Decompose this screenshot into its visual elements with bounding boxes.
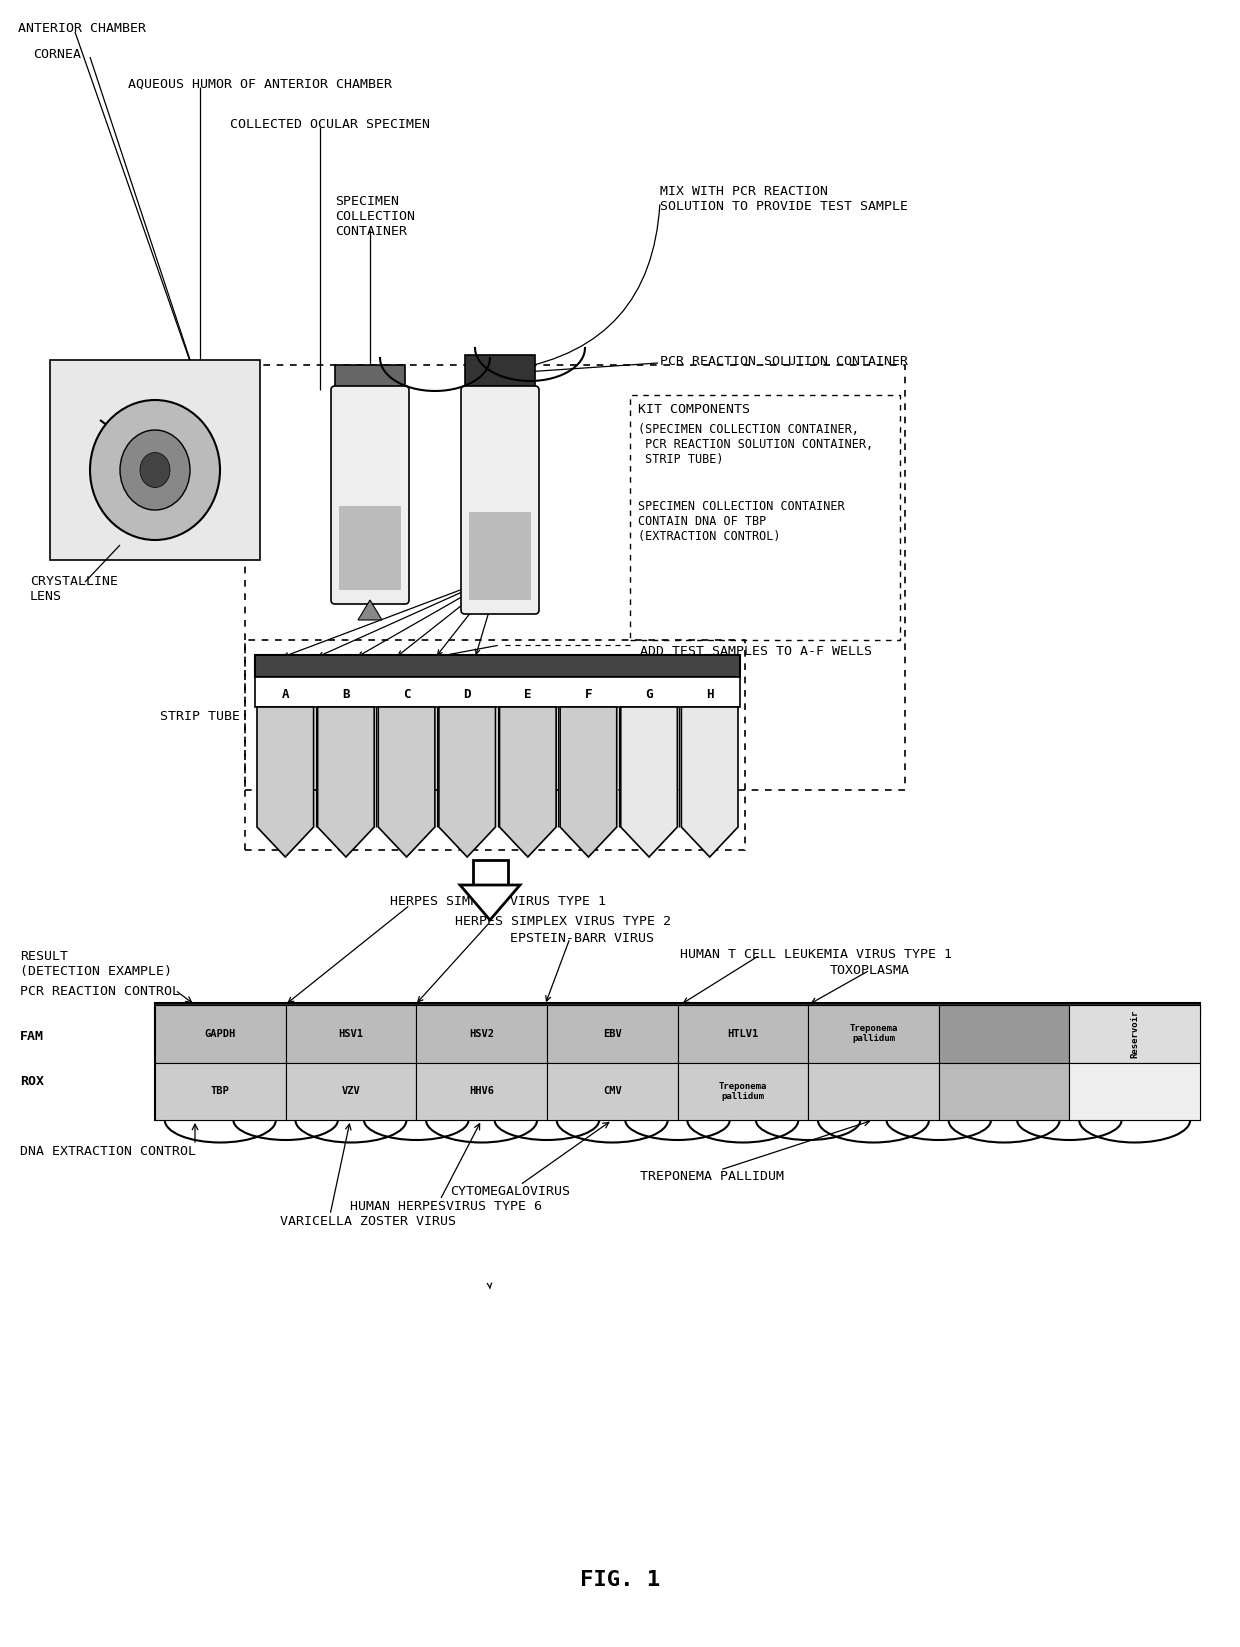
Ellipse shape [120, 430, 190, 511]
Text: SPECIMEN COLLECTION CONTAINER
CONTAIN DNA OF TBP
(EXTRACTION CONTROL): SPECIMEN COLLECTION CONTAINER CONTAIN DN… [639, 501, 844, 544]
Polygon shape [460, 884, 520, 921]
Text: EBV: EBV [603, 1029, 621, 1039]
Text: Treponema
pallidum: Treponema pallidum [719, 1082, 768, 1100]
Text: HSV1: HSV1 [339, 1029, 363, 1039]
Text: CRYSTALLINE
LENS: CRYSTALLINE LENS [30, 575, 118, 603]
Text: HERPES SIMPLEX VIRUS TYPE 1: HERPES SIMPLEX VIRUS TYPE 1 [391, 894, 606, 907]
Text: TBP: TBP [211, 1087, 229, 1097]
Text: RESULT
(DETECTION EXAMPLE): RESULT (DETECTION EXAMPLE) [20, 950, 172, 978]
Polygon shape [317, 707, 374, 856]
Text: (SPECIMEN COLLECTION CONTAINER,
 PCR REACTION SOLUTION CONTAINER,
 STRIP TUBE): (SPECIMEN COLLECTION CONTAINER, PCR REAC… [639, 423, 873, 466]
Polygon shape [257, 707, 314, 856]
Text: FAM: FAM [20, 1029, 43, 1043]
Bar [465, 356, 534, 390]
Text: F: F [585, 688, 593, 702]
Bar [808, 1005, 939, 1062]
Bar [547, 1005, 677, 1062]
Bar [255, 677, 740, 707]
Polygon shape [681, 707, 738, 856]
Polygon shape [358, 600, 382, 619]
Text: MIX WITH PCR REACTION
SOLUTION TO PROVIDE TEST SAMPLE: MIX WITH PCR REACTION SOLUTION TO PROVID… [660, 184, 908, 212]
Bar [547, 1062, 677, 1120]
Text: H: H [706, 688, 713, 702]
Text: CMV: CMV [603, 1087, 621, 1097]
Text: A: A [281, 688, 289, 702]
Text: D: D [464, 688, 471, 702]
Text: HTLV1: HTLV1 [727, 1029, 759, 1039]
Ellipse shape [140, 453, 170, 488]
Bar [50, 361, 260, 560]
Bar [677, 1005, 808, 1062]
Bar [246, 641, 745, 850]
Polygon shape [378, 707, 435, 856]
Text: HSV2: HSV2 [469, 1029, 494, 1039]
Text: VARICELLA ZOSTER VIRUS: VARICELLA ZOSTER VIRUS [280, 1215, 456, 1229]
Polygon shape [500, 707, 556, 856]
Text: STRIP TUBE: STRIP TUBE [160, 710, 241, 723]
Polygon shape [439, 707, 496, 856]
Bar [630, 395, 900, 641]
Text: TOXOPLASMA: TOXOPLASMA [830, 963, 910, 977]
Text: HUMAN T CELL LEUKEMIA VIRUS TYPE 1: HUMAN T CELL LEUKEMIA VIRUS TYPE 1 [680, 949, 952, 960]
Bar [155, 1003, 1200, 1015]
Ellipse shape [91, 400, 219, 540]
Bar [417, 1005, 547, 1062]
Bar [255, 656, 740, 677]
Bar [1069, 1062, 1200, 1120]
Bar [155, 1005, 285, 1062]
Bar [285, 1005, 417, 1062]
Text: E: E [525, 688, 532, 702]
Bar [1069, 1005, 1200, 1062]
Text: ANTERIOR CHAMBER: ANTERIOR CHAMBER [19, 21, 146, 35]
Text: PCR REACTION CONTROL: PCR REACTION CONTROL [20, 985, 180, 998]
Text: HUMAN HERPESVIRUS TYPE 6: HUMAN HERPESVIRUS TYPE 6 [350, 1201, 542, 1212]
Bar [339, 506, 401, 590]
Text: ROX: ROX [20, 1075, 43, 1089]
Text: SPECIMEN
COLLECTION
CONTAINER: SPECIMEN COLLECTION CONTAINER [335, 194, 415, 239]
Bar [939, 1005, 1069, 1062]
Text: Reservoir: Reservoir [1130, 1010, 1140, 1057]
Text: DNA EXTRACTION CONTROL: DNA EXTRACTION CONTROL [20, 1145, 196, 1158]
FancyBboxPatch shape [331, 385, 409, 604]
Text: GAPDH: GAPDH [205, 1029, 236, 1039]
Text: COLLECTED OCULAR SPECIMEN: COLLECTED OCULAR SPECIMEN [229, 119, 430, 132]
Text: HERPES SIMPLEX VIRUS TYPE 2: HERPES SIMPLEX VIRUS TYPE 2 [455, 916, 671, 927]
Text: FIG. 1: FIG. 1 [580, 1570, 660, 1589]
Bar [155, 1062, 285, 1120]
Bar [285, 1062, 417, 1120]
Bar [417, 1062, 547, 1120]
Text: B: B [342, 688, 350, 702]
Text: AQUEOUS HUMOR OF ANTERIOR CHAMBER: AQUEOUS HUMOR OF ANTERIOR CHAMBER [128, 77, 392, 91]
Text: CORNEA: CORNEA [33, 48, 81, 61]
Text: ADD TEST SAMPLES TO A-F WELLS: ADD TEST SAMPLES TO A-F WELLS [640, 646, 872, 659]
Polygon shape [560, 707, 616, 856]
Text: HHV6: HHV6 [469, 1087, 494, 1097]
Text: Treponema
pallidum: Treponema pallidum [849, 1024, 898, 1044]
Bar [472, 860, 508, 884]
Text: TREPONEMA PALLIDUM: TREPONEMA PALLIDUM [640, 1169, 784, 1183]
Bar [939, 1062, 1069, 1120]
Bar [808, 1062, 939, 1120]
Text: PCR REACTION SOLUTION CONTAINER: PCR REACTION SOLUTION CONTAINER [660, 356, 908, 367]
Polygon shape [621, 707, 677, 856]
Text: EPSTEIN-BARR VIRUS: EPSTEIN-BARR VIRUS [510, 932, 653, 945]
Text: VZV: VZV [341, 1087, 361, 1097]
Bar [155, 1005, 1200, 1120]
Text: C: C [403, 688, 410, 702]
Text: CYTOMEGALOVIRUS: CYTOMEGALOVIRUS [450, 1184, 570, 1197]
Bar [335, 366, 405, 390]
Bar [677, 1062, 808, 1120]
FancyBboxPatch shape [461, 385, 539, 614]
Bar [246, 366, 905, 791]
Text: KIT COMPONENTS: KIT COMPONENTS [639, 404, 750, 417]
Bar [469, 512, 531, 600]
Text: G: G [645, 688, 652, 702]
